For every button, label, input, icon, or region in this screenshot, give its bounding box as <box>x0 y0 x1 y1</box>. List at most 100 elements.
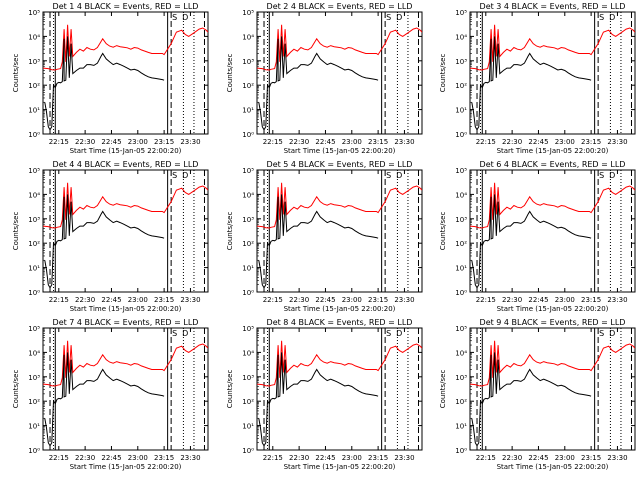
events-series-line <box>471 352 592 447</box>
y-tick-label: 10¹ <box>28 423 40 431</box>
x-tick-label: 23:00 <box>128 454 148 462</box>
y-tick-label: 10⁵ <box>242 9 254 17</box>
x-tick-label: 23:00 <box>342 454 362 462</box>
marker-d-label: D <box>396 329 402 338</box>
marker-s-label: S <box>386 329 391 338</box>
lld-series-line <box>257 182 422 229</box>
plot-frame <box>42 169 209 293</box>
y-axis-label: Counts/sec <box>439 212 447 251</box>
y-tick-label: 10⁴ <box>28 33 40 41</box>
y-tick-label: 10¹ <box>28 265 40 273</box>
x-tick-label: 22:30 <box>75 454 95 462</box>
plot-frame <box>469 11 636 135</box>
y-tick-label: 10³ <box>242 374 254 382</box>
events-series-line <box>258 352 379 447</box>
marker-d-label: D <box>396 171 402 180</box>
x-tick-label: 22:30 <box>75 138 95 146</box>
y-tick-label: 10⁴ <box>28 349 40 357</box>
x-tick-label: 23:15 <box>154 454 174 462</box>
lld-series-line <box>43 340 208 387</box>
x-tick-label: 23:30 <box>607 138 627 146</box>
y-tick-label: 10³ <box>455 374 467 382</box>
y-axis-label: Counts/sec <box>226 212 234 251</box>
x-tick-label: 22:30 <box>502 296 522 304</box>
x-axis-label: Start Time (15-Jan-05 22:00:20) <box>284 305 396 313</box>
y-tick-label: 10¹ <box>28 107 40 115</box>
marker-d-label: D <box>609 329 615 338</box>
x-axis-label: Start Time (15-Jan-05 22:00:20) <box>70 463 182 471</box>
y-tick-label: 10³ <box>242 216 254 224</box>
y-tick-label: 10³ <box>28 58 40 66</box>
x-tick-label: 23:15 <box>368 454 388 462</box>
x-tick-label: 23:00 <box>342 296 362 304</box>
panel-8: Det 8 4 BLACK = Events, RED = LLD 10⁰ 10¹ 1… <box>226 318 423 471</box>
y-tick-label: 10¹ <box>242 107 254 115</box>
y-tick-label: 10⁰ <box>28 289 40 297</box>
y-tick-label: 10¹ <box>242 423 254 431</box>
y-tick-label: 10⁵ <box>455 167 467 175</box>
y-tick-label: 10⁰ <box>28 131 40 139</box>
events-series-line <box>44 36 165 131</box>
y-tick-label: 10² <box>242 240 254 248</box>
plot-frame <box>256 11 423 135</box>
panel-title: Det 4 4 BLACK = Events, RED = LLD <box>53 160 199 169</box>
events-series-line <box>471 36 592 131</box>
marker-s-label: S <box>172 171 177 180</box>
marker-s-label: S <box>599 171 604 180</box>
events-series-line <box>44 352 165 447</box>
x-tick-label: 23:15 <box>154 296 174 304</box>
x-tick-label: 23:00 <box>555 454 575 462</box>
y-tick-label: 10⁰ <box>242 447 254 455</box>
y-tick-label: 10¹ <box>455 107 467 115</box>
x-tick-label: 22:15 <box>263 138 283 146</box>
y-tick-label: 10¹ <box>242 265 254 273</box>
x-tick-label: 23:15 <box>581 138 601 146</box>
x-tick-label: 23:30 <box>394 454 414 462</box>
x-tick-label: 22:45 <box>101 138 121 146</box>
y-axis-label: Counts/sec <box>439 54 447 93</box>
y-tick-label: 10⁵ <box>28 9 40 17</box>
y-tick-label: 10⁴ <box>455 33 467 41</box>
y-axis-label: Counts/sec <box>439 370 447 409</box>
lld-series-line <box>257 24 422 71</box>
x-tick-label: 22:45 <box>315 454 335 462</box>
y-tick-label: 10² <box>242 398 254 406</box>
y-tick-label: 10⁰ <box>242 289 254 297</box>
y-tick-label: 10⁵ <box>28 325 40 333</box>
x-tick-label: 22:15 <box>476 454 496 462</box>
plot-frame <box>42 327 209 451</box>
y-tick-label: 10⁰ <box>455 447 467 455</box>
y-tick-label: 10⁴ <box>455 191 467 199</box>
y-axis-label: Counts/sec <box>226 54 234 93</box>
x-tick-label: 22:15 <box>263 454 283 462</box>
x-tick-label: 23:30 <box>394 138 414 146</box>
x-tick-label: 22:30 <box>502 138 522 146</box>
y-tick-label: 10² <box>28 82 40 90</box>
x-tick-label: 22:45 <box>101 454 121 462</box>
x-tick-label: 22:30 <box>289 138 309 146</box>
marker-d-label: D <box>182 13 188 22</box>
y-axis-label: Counts/sec <box>12 212 20 251</box>
panel-9: Det 9 4 BLACK = Events, RED = LLD 10⁰ 10¹ 1… <box>439 318 636 471</box>
x-tick-label: 22:30 <box>502 454 522 462</box>
x-tick-label: 22:15 <box>49 138 69 146</box>
x-tick-label: 22:45 <box>528 138 548 146</box>
x-axis-label: Start Time (15-Jan-05 22:00:20) <box>284 463 396 471</box>
y-tick-label: 10² <box>242 82 254 90</box>
plot-frame <box>42 11 209 135</box>
y-tick-label: 10⁴ <box>28 191 40 199</box>
lld-series-line <box>470 182 635 229</box>
x-tick-label: 23:15 <box>581 454 601 462</box>
y-tick-label: 10⁵ <box>28 167 40 175</box>
x-axis-label: Start Time (15-Jan-05 22:00:20) <box>497 147 609 155</box>
y-tick-label: 10⁵ <box>242 325 254 333</box>
y-tick-label: 10³ <box>242 58 254 66</box>
x-tick-label: 22:45 <box>528 296 548 304</box>
x-tick-label: 22:15 <box>49 454 69 462</box>
panel-title: Det 2 4 BLACK = Events, RED = LLD <box>267 2 413 11</box>
marker-s-label: S <box>599 13 604 22</box>
x-axis-label: Start Time (15-Jan-05 22:00:20) <box>70 305 182 313</box>
lld-series-line <box>257 340 422 387</box>
x-tick-label: 23:30 <box>180 296 200 304</box>
events-series-line <box>44 194 165 289</box>
